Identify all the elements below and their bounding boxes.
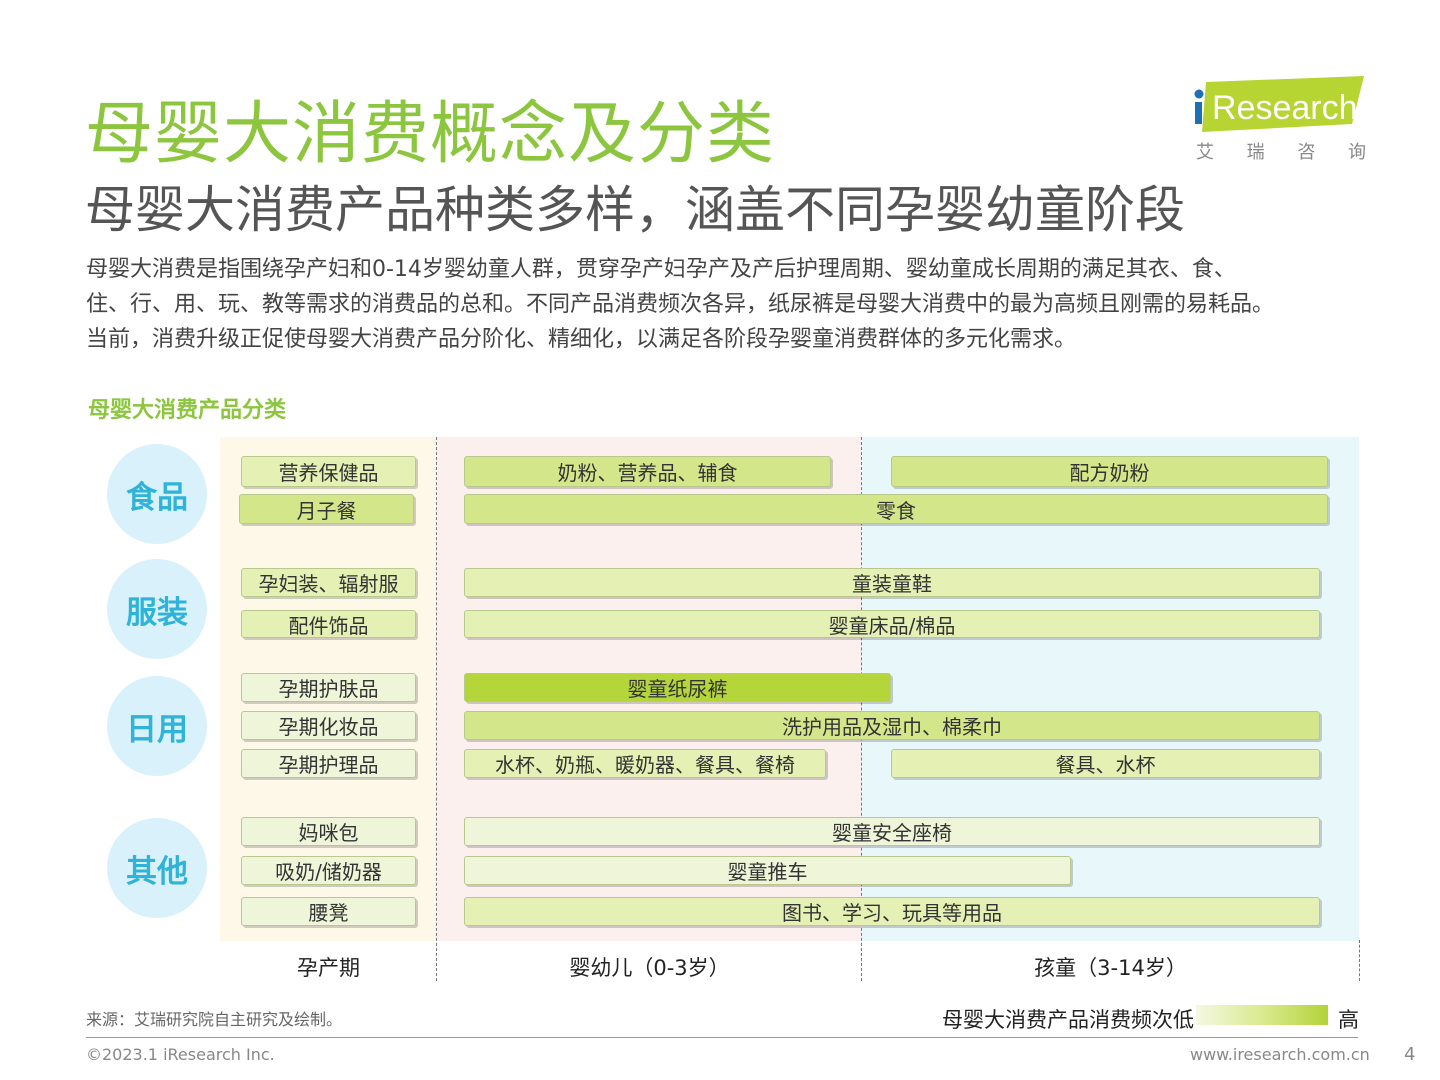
product-bar: 妈咪包 (241, 817, 416, 846)
product-bar: 婴童推车 (464, 856, 1071, 885)
page-subtitle: 母婴大消费产品种类多样，涵盖不同孕婴幼童阶段 (85, 181, 1185, 239)
intro-paragraph: 母婴大消费是指围绕孕产妇和0-14岁婴幼童人群，贯穿孕产妇孕产及产后护理周期、婴… (86, 252, 1386, 357)
product-bar: 餐具、水杯 (891, 749, 1320, 778)
stage-divider (861, 437, 862, 981)
product-bar: 洗护用品及湿巾、棉柔巾 (464, 711, 1320, 740)
stage-label-infant: 婴幼儿（0-3岁） (569, 956, 730, 980)
product-bar: 月子餐 (239, 494, 414, 524)
source-note: 来源：艾瑞研究院自主研究及绘制。 (86, 1010, 343, 1029)
product-bar: 水杯、奶瓶、暖奶器、餐具、餐椅 (464, 749, 826, 778)
footer-divider (86, 1037, 1358, 1038)
stage-label-pregnancy: 孕产期 (297, 956, 360, 980)
logo-char: 瑞 (1246, 142, 1265, 163)
logo-mark: Research (1194, 76, 1364, 132)
copyright: ©2023.1 iResearch Inc. (86, 1045, 275, 1064)
product-bar: 婴童纸尿裤 (464, 673, 891, 702)
legend-low-label: 母婴大消费产品消费频次低 (942, 1008, 1194, 1032)
product-bar: 孕期护理品 (241, 749, 416, 778)
product-bar: 婴童床品/棉品 (464, 610, 1320, 638)
product-bar: 孕妇装、辐射服 (241, 568, 416, 597)
page-number: 4 (1404, 1044, 1416, 1065)
logo-brand-text: Research (1212, 89, 1358, 127)
product-bar: 腰凳 (241, 897, 416, 926)
iresearch-logo: Research 艾 瑞 咨 询 (1192, 76, 1367, 166)
intro-line: 母婴大消费是指围绕孕产妇和0-14岁婴幼童人群，贯穿孕产妇孕产及产后护理周期、婴… (86, 257, 1236, 282)
product-bar: 童装童鞋 (464, 568, 1320, 597)
stage-label-child: 孩童（3-14岁） (1034, 956, 1187, 980)
intro-line: 当前，消费升级正促使母婴大消费产品分阶化、精细化，以满足各阶段孕婴童消费群体的多… (86, 327, 1077, 352)
product-bar: 配方奶粉 (891, 456, 1328, 487)
product-bar: 零食 (464, 494, 1328, 524)
page-title: 母婴大消费概念及分类 (85, 95, 776, 174)
stage-divider (436, 437, 437, 981)
logo-chinese: 艾 瑞 咨 询 (1196, 138, 1366, 164)
stage-divider (1359, 940, 1360, 981)
legend-high-label: 高 (1338, 1008, 1359, 1032)
logo-char: 咨 (1297, 142, 1316, 163)
product-bar: 营养保健品 (241, 456, 416, 487)
intro-line: 住、行、用、玩、教等需求的消费品的总和。不同产品消费频次各异，纸尿裤是母婴大消费… (86, 292, 1275, 317)
product-bar: 图书、学习、玩具等用品 (464, 897, 1320, 926)
logo-char: 艾 (1196, 142, 1214, 163)
category-clothing: 服装 (107, 559, 207, 659)
product-bar: 婴童安全座椅 (464, 817, 1320, 846)
product-bar: 吸奶/储奶器 (241, 856, 416, 885)
diagram-title: 母婴大消费产品分类 (88, 398, 287, 423)
product-bar: 奶粉、营养品、辅食 (464, 456, 831, 487)
website-link[interactable]: www.iresearch.com.cn (1190, 1045, 1370, 1064)
product-bar: 孕期化妆品 (241, 711, 416, 740)
category-other: 其他 (107, 818, 207, 918)
product-bar: 配件饰品 (241, 610, 416, 638)
legend-gradient (1196, 1005, 1328, 1025)
category-daily: 日用 (107, 676, 207, 776)
logo-char: 询 (1347, 142, 1366, 163)
category-food: 食品 (107, 444, 207, 544)
product-bar: 孕期护肤品 (241, 673, 416, 702)
